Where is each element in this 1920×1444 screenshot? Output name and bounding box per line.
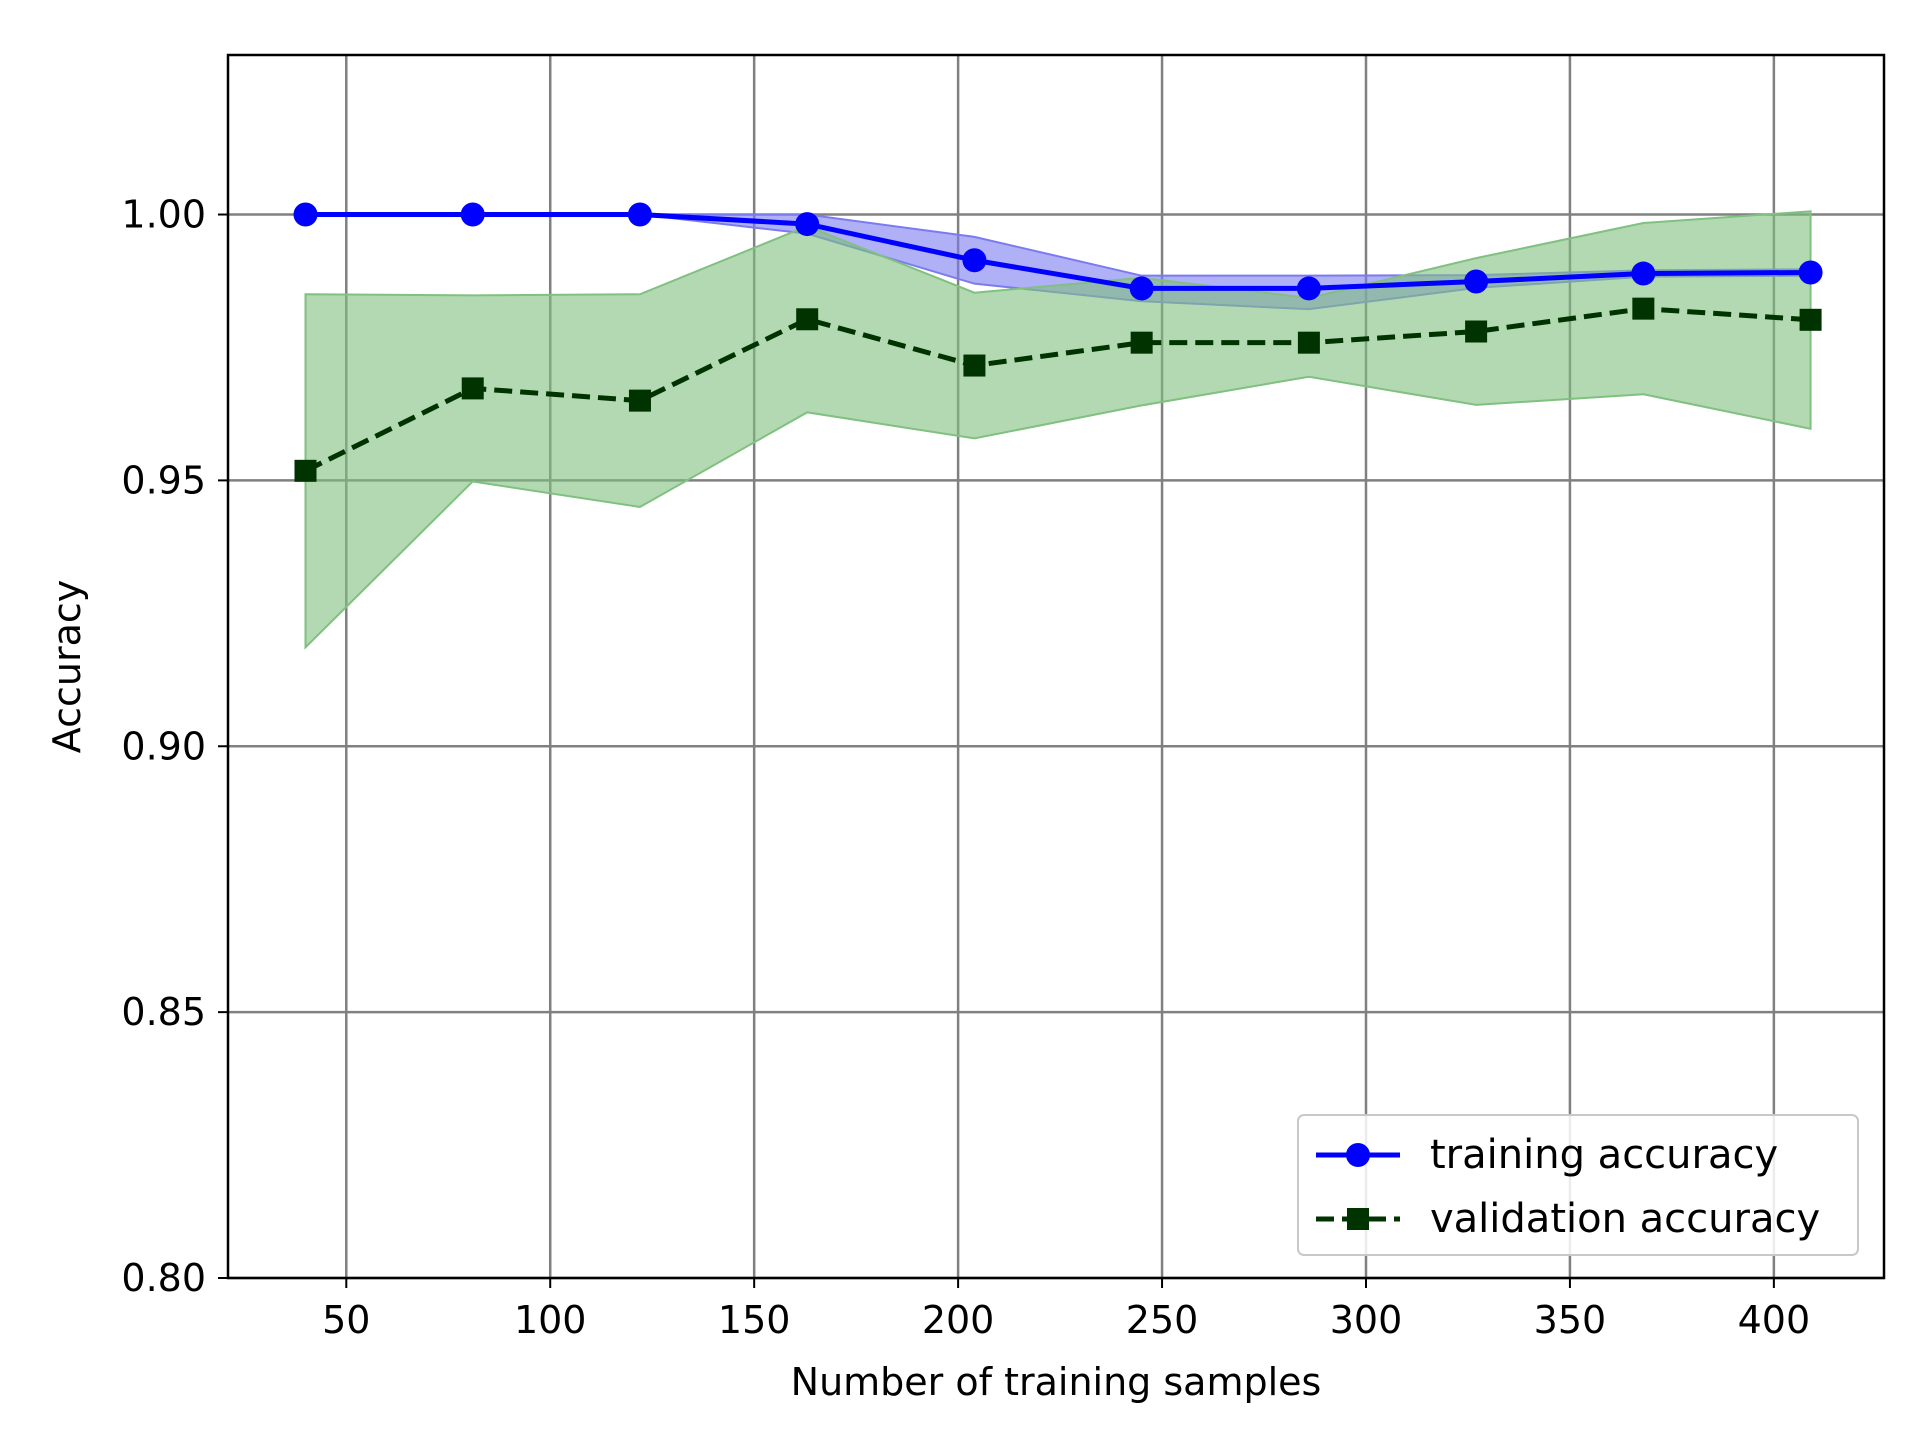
x-tick-label: 150 (718, 1298, 791, 1342)
plot-frame (226, 53, 1886, 1280)
legend-marker-validation (1347, 1208, 1369, 1230)
legend-label-training: training accuracy (1430, 1132, 1778, 1178)
legend: training accuracy validation accuracy (1297, 1114, 1859, 1256)
series-line-validation (304, 306, 1811, 474)
point-validation (461, 377, 484, 400)
point-training (1464, 269, 1489, 294)
x-tick-label: 300 (1330, 1298, 1403, 1342)
x-tick-label: 100 (514, 1298, 587, 1342)
point-training (1631, 261, 1656, 286)
y-tick-label: 0.90 (121, 724, 206, 768)
legend-items: training accuracy validation accuracy (1316, 1132, 1820, 1242)
point-validation (963, 354, 986, 377)
point-validation (628, 389, 651, 412)
y-axis-label: Accuracy (45, 580, 89, 754)
band-validation (304, 210, 1812, 650)
series-lines (293, 202, 1823, 482)
point-training (293, 202, 318, 227)
x-axis-label: Number of training samples (791, 1360, 1322, 1404)
y-tick-label: 0.80 (121, 1256, 206, 1300)
y-tick-label: 0.85 (121, 990, 206, 1034)
point-validation (1465, 320, 1488, 343)
x-tick-label: 350 (1534, 1298, 1607, 1342)
point-training (1798, 260, 1823, 285)
point-training (1296, 276, 1321, 301)
y-tick-label: 1.00 (121, 193, 206, 237)
point-validation (294, 459, 317, 482)
x-tick-label: 250 (1126, 1298, 1199, 1342)
point-validation (1632, 297, 1655, 320)
point-training (962, 248, 987, 273)
series-line-training (305, 212, 1811, 291)
point-training (627, 202, 652, 227)
point-validation (796, 308, 819, 331)
y-tick-label: 0.95 (121, 458, 206, 502)
x-tick-label: 200 (922, 1298, 995, 1342)
x-tick-label: 400 (1738, 1298, 1811, 1342)
legend-marker-training (1346, 1143, 1370, 1167)
x-tick-label: 50 (322, 1298, 370, 1342)
point-training (460, 202, 485, 227)
point-training (1129, 276, 1154, 301)
axis-ticks: 50 100 150 200 250 300 350 400 0.80 0.85 0.90 0.95 1… (121, 193, 1810, 1342)
legend-label-validation: validation accuracy (1430, 1196, 1820, 1242)
point-validation (1130, 331, 1153, 354)
point-training (795, 212, 820, 237)
point-validation (1799, 308, 1822, 331)
point-validation (1297, 331, 1320, 354)
legend-box (1297, 1114, 1859, 1256)
